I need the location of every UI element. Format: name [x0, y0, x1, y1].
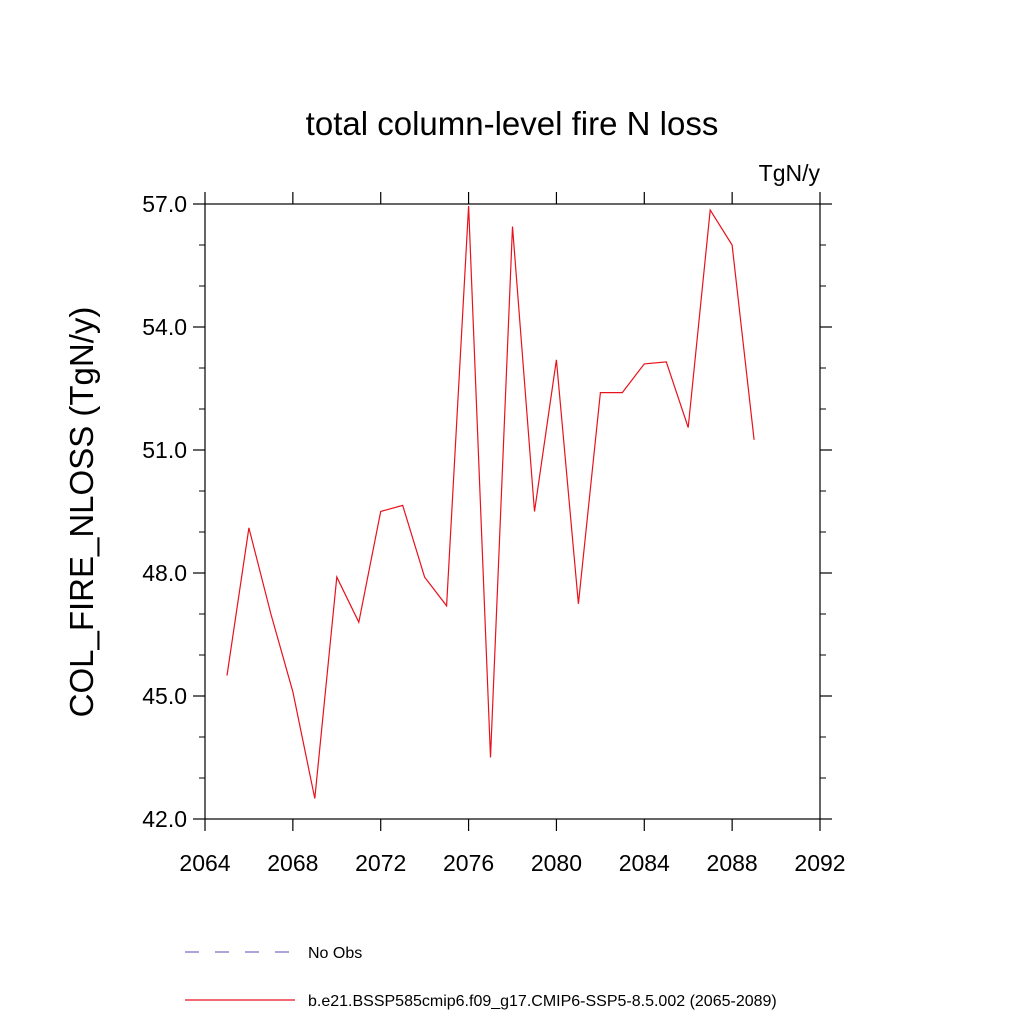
x-tick-label: 2084: [619, 850, 670, 876]
y-tick-label: 57.0: [142, 191, 187, 217]
plot-frame: [204, 203, 821, 820]
series-line: [226, 205, 755, 799]
y-tick-label: 51.0: [142, 437, 187, 463]
legend: No Obs b.e21.BSSP585cmip6.f09_g17.CMIP6-S…: [185, 945, 777, 1010]
axis-tick-labels: 2064 2068 2072 2076 2080 2084 2088 2092 42.0 45.0…: [142, 191, 845, 876]
x-tick-label: 2080: [531, 850, 582, 876]
axis-ticks: [193, 192, 832, 831]
y-tick-label: 48.0: [142, 560, 187, 586]
y-tick-label: 45.0: [142, 683, 187, 709]
chart-title: total column-level fire N loss: [306, 105, 719, 142]
units-label: TgN/y: [759, 160, 821, 186]
y-tick-label: 54.0: [142, 314, 187, 340]
y-axis-label: COL_FIRE_NLOSS (TgN/y): [63, 307, 100, 718]
x-tick-label: 2092: [794, 850, 845, 876]
x-tick-label: 2072: [355, 850, 406, 876]
x-tick-label: 2068: [267, 850, 318, 876]
x-tick-label: 2064: [179, 850, 230, 876]
x-tick-label: 2088: [707, 850, 758, 876]
series-layer: [226, 205, 755, 799]
x-tick-label: 2076: [443, 850, 494, 876]
y-tick-label: 42.0: [142, 806, 187, 832]
legend-label: b.e21.BSSP585cmip6.f09_g17.CMIP6-SSP5-8.…: [308, 993, 777, 1010]
legend-label: No Obs: [308, 945, 362, 962]
